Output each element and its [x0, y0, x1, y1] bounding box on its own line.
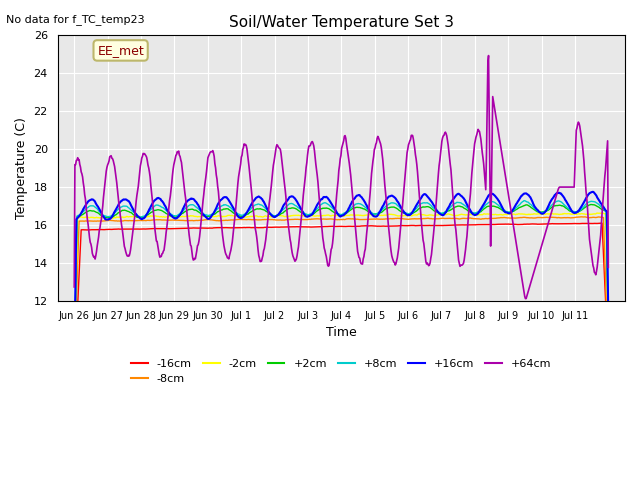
Legend: -16cm, -8cm, -2cm, +2cm, +8cm, +16cm, +64cm: -16cm, -8cm, -2cm, +2cm, +8cm, +16cm, +6…: [127, 354, 556, 389]
X-axis label: Time: Time: [326, 326, 356, 339]
Title: Soil/Water Temperature Set 3: Soil/Water Temperature Set 3: [228, 15, 454, 30]
Text: EE_met: EE_met: [97, 44, 144, 57]
Text: No data for f_TC_temp23: No data for f_TC_temp23: [6, 14, 145, 25]
Y-axis label: Temperature (C): Temperature (C): [15, 117, 28, 219]
